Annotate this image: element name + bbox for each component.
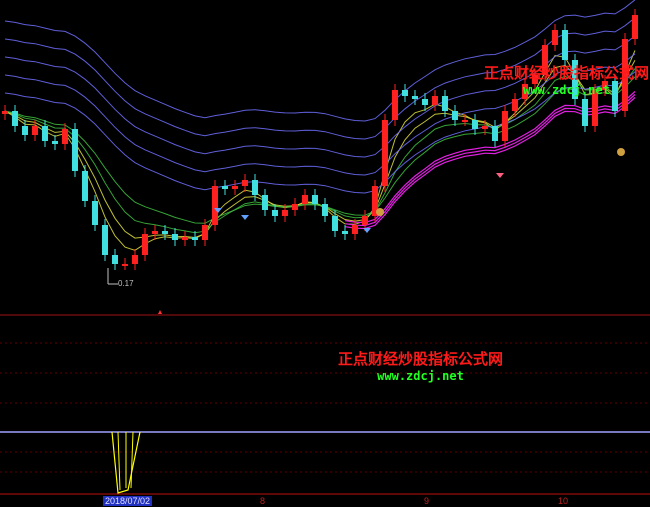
candle-up — [202, 225, 208, 240]
candle-up — [242, 180, 248, 186]
candle-up — [512, 99, 518, 111]
moving-average-line — [4, 53, 636, 176]
candle-up — [622, 39, 628, 111]
x-tick-label: 8 — [260, 496, 266, 506]
candle-up — [632, 15, 638, 39]
candle-up — [542, 45, 548, 75]
candle-up — [292, 204, 298, 210]
candle-down — [82, 171, 88, 201]
candle-up — [232, 186, 238, 189]
candle-down — [612, 81, 618, 111]
candle-down — [72, 129, 78, 171]
candle-down — [22, 126, 28, 135]
candle-down — [102, 225, 108, 255]
candle-up — [502, 111, 508, 141]
moving-average-line — [4, 76, 636, 224]
candle-up — [152, 231, 158, 234]
diamond-signal-icon — [214, 208, 222, 213]
candle-up — [142, 234, 148, 255]
candle-down — [272, 210, 278, 216]
candle-down — [262, 195, 268, 210]
candle-up — [352, 225, 358, 234]
candle-up — [132, 255, 138, 264]
candle-down — [162, 231, 168, 234]
candle-up — [592, 90, 598, 126]
moving-average-line — [4, 0, 636, 122]
candle-down — [442, 96, 448, 111]
watermark-title: 正点财经炒股指标公式网 — [484, 64, 650, 82]
moving-average-line — [4, 17, 636, 140]
marker-icon — [158, 310, 162, 314]
moving-average-line — [4, 71, 636, 194]
candle-down — [172, 234, 178, 240]
candle-up — [482, 126, 488, 129]
candle-up — [432, 96, 438, 105]
watermark-top: 正点财经炒股指标公式网 www.zdcj.net — [484, 62, 649, 97]
diamond-signal-icon — [363, 228, 371, 233]
support-band-line — [344, 97, 636, 230]
candle-up — [552, 30, 558, 45]
candle-down — [342, 231, 348, 234]
x-tick-label: 9 — [424, 496, 430, 506]
candle-down — [322, 204, 328, 216]
candle-up — [372, 186, 378, 216]
candle-up — [532, 75, 538, 84]
candle-up — [2, 111, 8, 114]
watermark-title: 正点财经炒股指标公式网 — [338, 350, 504, 368]
diamond-signal-icon — [241, 215, 249, 220]
candle-up — [32, 126, 38, 135]
candle-down — [562, 30, 568, 60]
candle-up — [302, 195, 308, 204]
money-bag-icon — [617, 148, 625, 156]
candle-down — [12, 111, 18, 126]
watermark-url: www.zdcj.net — [377, 369, 464, 383]
candle-down — [192, 237, 198, 240]
candle-down — [222, 186, 228, 189]
candle-up — [392, 90, 398, 120]
candle-up — [62, 129, 68, 144]
candle-down — [52, 141, 58, 144]
money-bag-icon — [376, 208, 384, 216]
candle-down — [572, 60, 578, 99]
candle-down — [412, 96, 418, 99]
indicator-line — [117, 431, 134, 491]
candle-down — [422, 99, 428, 105]
candle-up — [122, 264, 128, 266]
moving-average-line — [4, 35, 636, 158]
candle-up — [462, 120, 468, 122]
candle-up — [382, 120, 388, 186]
candle-down — [332, 216, 338, 231]
candle-up — [362, 216, 368, 225]
candle-down — [472, 120, 478, 129]
watermark-url: www.zdcj.net — [523, 83, 610, 97]
candle-down — [582, 99, 588, 126]
candle-up — [282, 210, 288, 216]
candle-up — [182, 237, 188, 240]
candle-down — [312, 195, 318, 204]
candle-down — [402, 90, 408, 96]
x-tick-date-cursor: 2018/07/02 — [103, 496, 153, 506]
candle-down — [42, 126, 48, 141]
candle-down — [252, 180, 258, 195]
diamond-signal-icon — [496, 173, 504, 178]
candle-down — [112, 255, 118, 264]
candle-down — [92, 201, 98, 225]
min-price-label: 0.17 — [118, 279, 134, 288]
x-tick-label: 10 — [558, 496, 569, 506]
watermark-middle: 正点财经炒股指标公式网 www.zdcj.net — [338, 348, 503, 383]
indicator-line — [111, 431, 141, 494]
candle-up — [602, 81, 608, 90]
candle-down — [452, 111, 458, 120]
candle-up — [212, 186, 218, 225]
candle-up — [522, 84, 528, 99]
candle-down — [492, 126, 498, 141]
